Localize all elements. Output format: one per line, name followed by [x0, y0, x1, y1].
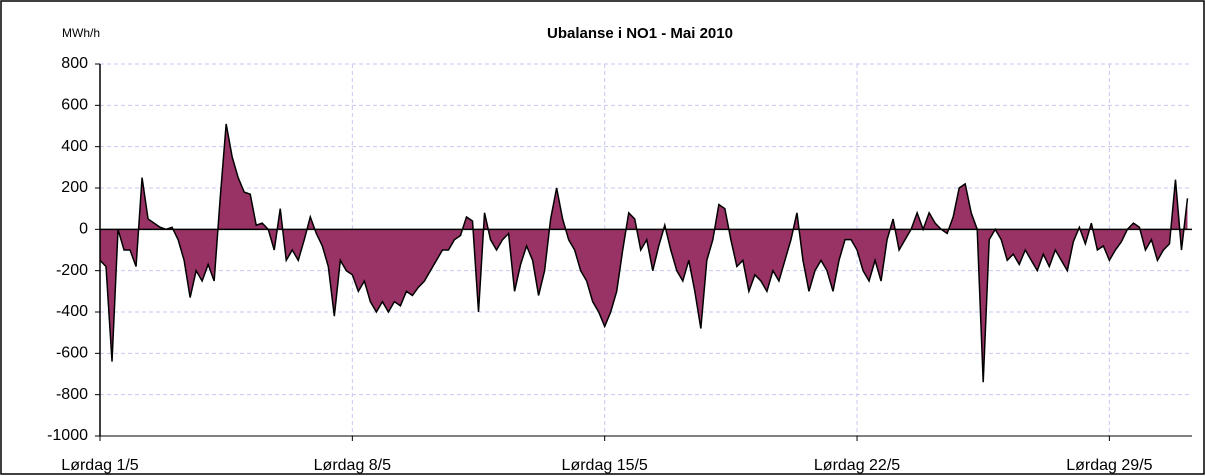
- y-tick-label: -400: [56, 303, 88, 320]
- y-tick-label: 600: [61, 97, 88, 114]
- chart-title: Ubalanse i NO1 - Mai 2010: [547, 25, 733, 42]
- y-tick-label: 200: [61, 179, 88, 196]
- x-tick-label: Lørdag 8/5: [314, 457, 391, 474]
- y-tick-label: 400: [61, 138, 88, 155]
- y-tick-label: -800: [56, 386, 88, 403]
- y-tick-label: -600: [56, 345, 88, 362]
- x-tick-label: Lørdag 29/5: [1066, 457, 1152, 474]
- y-tick-label: -1000: [47, 427, 88, 444]
- y-unit: MWh/h: [62, 26, 100, 40]
- line: [99, 123, 1189, 383]
- x-tick-label: Lørdag 15/5: [562, 457, 648, 474]
- x-tick-label: Lørdag 22/5: [814, 457, 900, 474]
- y-tick-label: -200: [56, 262, 88, 279]
- x-tick-label: Lørdag 1/5: [61, 457, 138, 474]
- y-tick-label: 0: [79, 221, 88, 238]
- y-tick-label: 800: [61, 55, 88, 72]
